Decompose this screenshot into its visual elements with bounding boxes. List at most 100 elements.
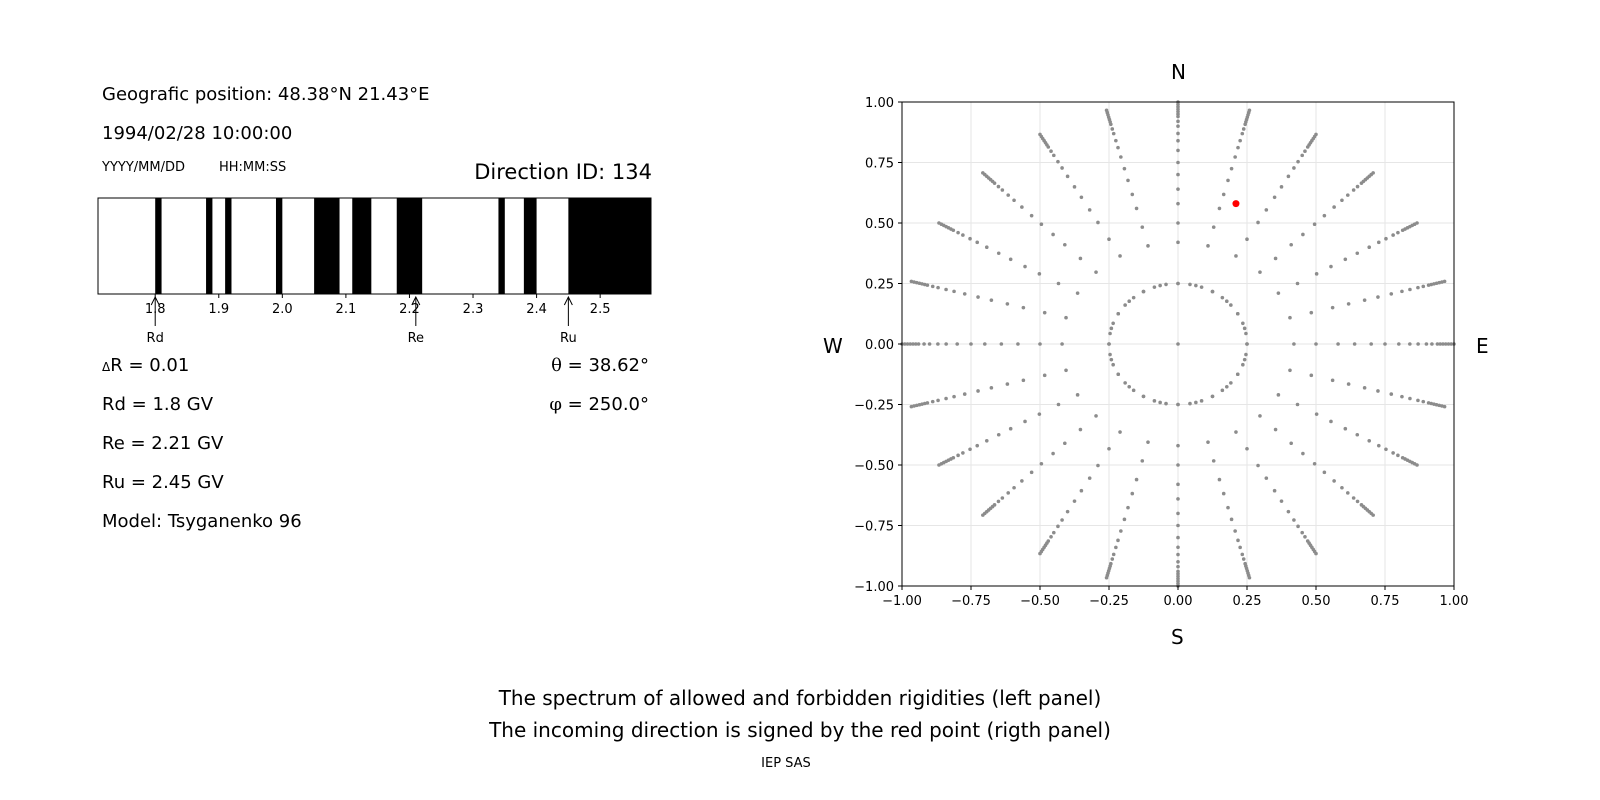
direction-point <box>1176 240 1180 245</box>
direction-point <box>1376 295 1380 299</box>
direction-point <box>1345 193 1350 197</box>
direction-point <box>1049 149 1053 153</box>
direction-point <box>1330 378 1335 383</box>
direction-point <box>1238 545 1242 550</box>
direction-point <box>1042 310 1047 315</box>
direction-point <box>1060 518 1064 522</box>
x-tick-label: 1.00 <box>1440 594 1469 609</box>
y-tick-label: −0.75 <box>854 520 894 535</box>
compass-east-label: E <box>1476 334 1489 358</box>
theta-value: θ = 38.62° <box>551 355 649 376</box>
direction-point <box>1238 138 1242 143</box>
direction-point <box>1234 254 1238 258</box>
direction-point <box>1123 303 1127 307</box>
direction-point <box>1087 476 1092 480</box>
direction-point <box>1322 213 1327 218</box>
direction-point <box>1037 272 1042 276</box>
direction-point <box>1006 491 1011 495</box>
direction-point <box>1078 427 1083 432</box>
direction-point <box>1384 447 1388 452</box>
direction-point <box>1114 138 1118 143</box>
direction-point <box>1329 264 1333 269</box>
direction-point <box>1146 244 1150 248</box>
phi-text: = 250.0° <box>561 394 649 415</box>
direction-point <box>1224 384 1229 389</box>
forbidden-band <box>352 198 372 294</box>
direction-point <box>1176 463 1180 467</box>
direction-point <box>1276 291 1281 295</box>
direction-point <box>1176 124 1180 128</box>
x-tick-label: −0.25 <box>1089 594 1129 609</box>
direction-point <box>1343 426 1348 431</box>
direction-point <box>1052 530 1056 535</box>
direction-point <box>956 230 960 235</box>
direction-point <box>1288 368 1292 373</box>
direction-point <box>1126 505 1130 510</box>
direction-point <box>1300 530 1304 535</box>
direction-point <box>1079 195 1084 200</box>
compass-north-label: N <box>1171 60 1186 84</box>
compass-south-label: S <box>1171 625 1184 649</box>
direction-point <box>1355 432 1360 437</box>
direction-point <box>955 342 959 346</box>
y-tick-label: −0.50 <box>854 459 894 474</box>
theta-symbol: θ <box>551 355 562 376</box>
direction-point <box>902 342 907 346</box>
direction-point <box>936 285 940 290</box>
y-tick-label: −1.00 <box>854 580 894 595</box>
direction-point <box>1245 446 1249 451</box>
direction-point <box>1021 378 1026 383</box>
direction-point <box>1126 178 1130 183</box>
direction-point <box>984 439 989 443</box>
direction-point <box>1118 254 1122 258</box>
direction-point <box>1383 342 1387 346</box>
direction-point <box>1176 545 1180 550</box>
direction-point <box>1312 461 1317 466</box>
direction-point <box>1322 470 1327 475</box>
direction-point <box>1141 394 1146 399</box>
y-tick-label: 0.75 <box>865 157 894 172</box>
direction-point <box>1021 305 1026 310</box>
direction-point <box>1140 459 1145 463</box>
direction-point <box>1226 505 1230 510</box>
direction-point <box>1367 439 1372 443</box>
direction-point <box>1332 479 1336 483</box>
selected-direction-point <box>1232 200 1240 208</box>
direction-point <box>1229 166 1234 171</box>
direction-point <box>1371 513 1375 517</box>
direction-point <box>1367 245 1372 249</box>
direction-point <box>1256 463 1260 468</box>
direction-point <box>1199 285 1204 289</box>
direction-point <box>911 342 915 346</box>
x-tick-label: 0.75 <box>1371 594 1400 609</box>
direction-point <box>1038 551 1042 556</box>
direction-point <box>1158 283 1162 288</box>
direction-point <box>1164 282 1168 287</box>
direction-point <box>1122 166 1127 171</box>
direction-point <box>1415 463 1419 467</box>
spectrum-tick-label: 2.2 <box>399 302 420 317</box>
direction-point <box>1329 419 1333 424</box>
direction-point <box>1051 232 1055 237</box>
direction-point <box>1352 342 1357 346</box>
direction-point <box>989 386 994 390</box>
direction-point <box>1000 188 1005 192</box>
direction-point <box>968 447 972 452</box>
ru-value: Ru = 2.45 GV <box>102 472 224 493</box>
direction-point <box>1449 342 1454 346</box>
direction-point <box>1346 302 1351 306</box>
direction-point <box>1416 398 1420 403</box>
direction-point <box>956 453 960 458</box>
direction-point <box>1188 282 1192 287</box>
direction-point <box>1355 184 1360 189</box>
direction-point <box>1056 524 1060 529</box>
direction-point <box>1108 331 1112 336</box>
forbidden-band <box>275 198 283 294</box>
direction-point <box>1152 285 1157 289</box>
rd-value: Rd = 1.8 GV <box>102 394 214 415</box>
direction-point <box>1006 193 1011 197</box>
direction-point <box>1176 552 1180 557</box>
direction-point <box>1211 459 1216 463</box>
direction-point <box>1104 108 1109 113</box>
